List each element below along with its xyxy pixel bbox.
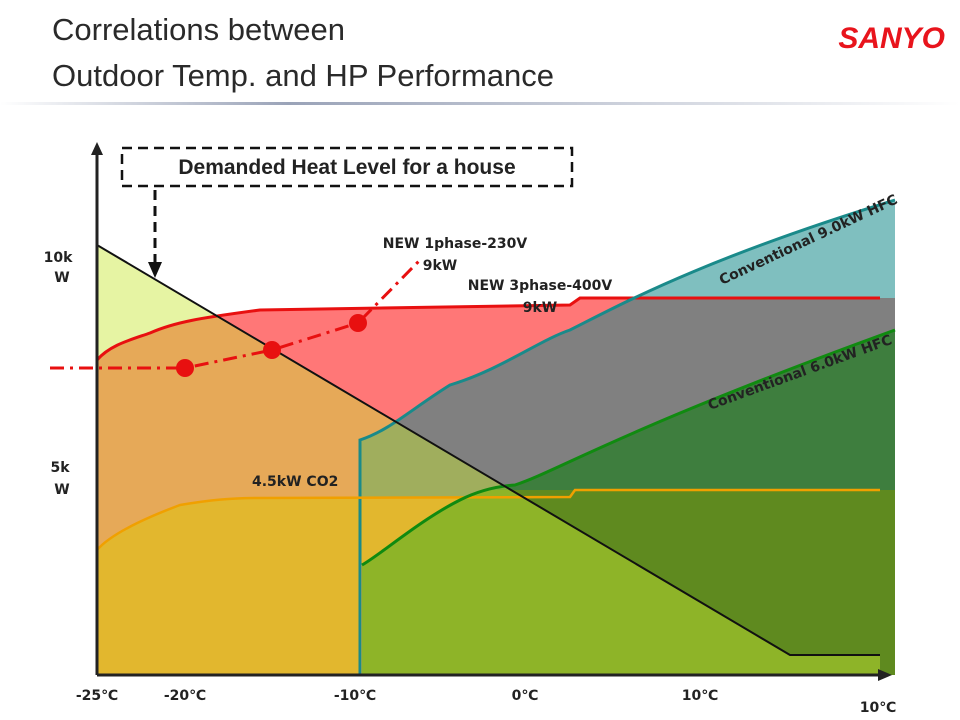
- demand-label: Demanded Heat Level for a house: [178, 156, 515, 179]
- y-label: W: [54, 482, 69, 498]
- logo: SANYO: [838, 22, 945, 55]
- y-label: 10k: [44, 250, 73, 266]
- line-conv-6: [361, 328, 896, 567]
- x-label: 10℃: [860, 700, 896, 716]
- y-label: 5k: [50, 460, 70, 476]
- arrow-head: [148, 262, 162, 278]
- point: [263, 341, 281, 359]
- point: [349, 314, 367, 332]
- label: NEW 1phase-230V: [383, 236, 528, 252]
- header-rule: [0, 102, 960, 105]
- x-label: 10℃: [682, 688, 718, 704]
- axis-arrow: [878, 669, 892, 681]
- x-label: -20℃: [164, 688, 206, 704]
- label: 9kW: [523, 300, 558, 316]
- title-line: Outdoor Temp. and HP Performance: [52, 58, 554, 93]
- demand-box: [120, 146, 574, 188]
- label: 4.5kW CO2: [252, 474, 338, 490]
- area-overlap: [362, 490, 895, 675]
- demand-line: [96, 244, 880, 656]
- line-new: [95, 296, 880, 362]
- line-co2: [96, 488, 880, 551]
- axis-arrow: [91, 142, 103, 155]
- x-label: -25℃: [76, 688, 118, 704]
- y-label: W: [54, 270, 69, 286]
- label: NEW 3phase-400V: [468, 278, 613, 294]
- x-label: 0℃: [512, 688, 539, 704]
- title-line: Correlations between: [52, 12, 345, 47]
- x-label: -10℃: [334, 688, 376, 704]
- demand-area: [97, 245, 880, 675]
- point: [176, 359, 194, 377]
- label: 9kW: [423, 258, 458, 274]
- line-conv-9: [358, 198, 896, 675]
